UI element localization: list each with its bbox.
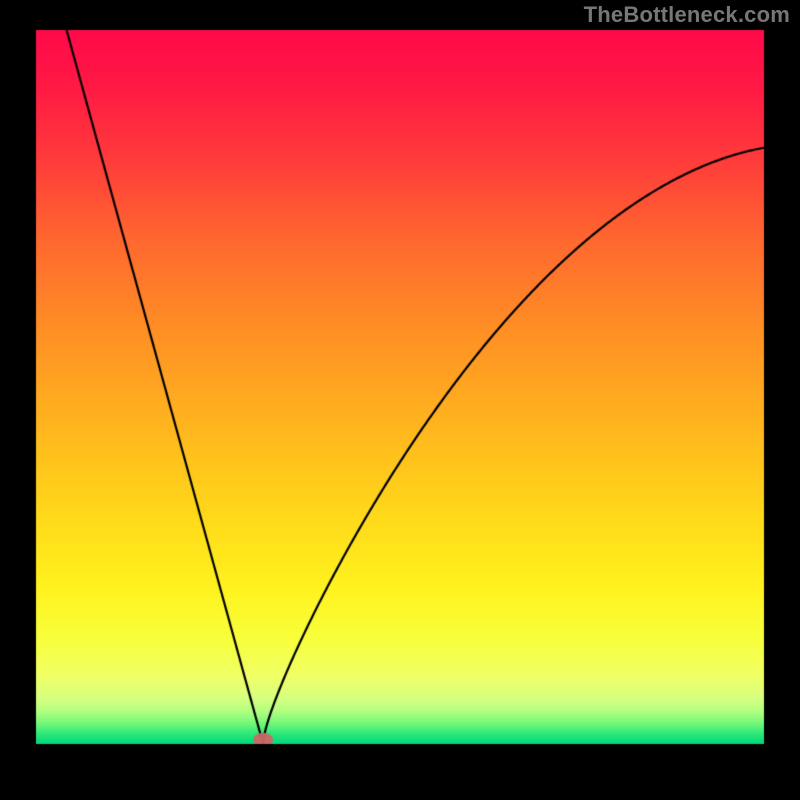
chart-container: { "watermark": { "text": "TheBottleneck.… xyxy=(0,0,800,800)
watermark-text: TheBottleneck.com xyxy=(584,2,790,28)
bottleneck-chart xyxy=(0,0,800,800)
